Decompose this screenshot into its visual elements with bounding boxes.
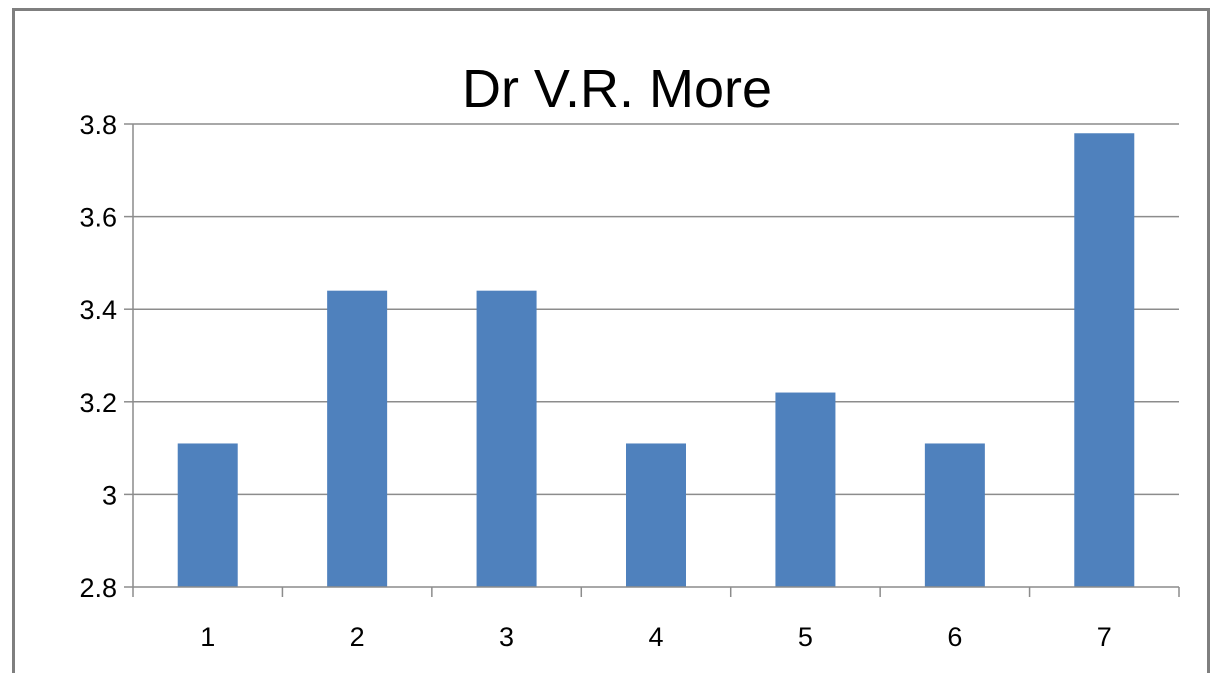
- axes: [124, 123, 1180, 597]
- bar: [177, 443, 238, 587]
- chart-title: Dr V.R. More: [462, 59, 772, 119]
- bar: [1074, 133, 1135, 587]
- y-tick-label: 3.8: [79, 110, 117, 140]
- gridlines: [133, 123, 1179, 496]
- bars: [177, 133, 1135, 587]
- x-tick-label: 2: [350, 622, 365, 652]
- bar: [626, 443, 686, 587]
- x-tick-label: 6: [947, 622, 962, 652]
- bar: [476, 290, 537, 587]
- x-tick-label: 3: [499, 622, 514, 652]
- x-tick-label: 1: [200, 622, 215, 652]
- y-tick-label: 2.8: [79, 573, 117, 603]
- x-tick-label: 4: [648, 622, 663, 652]
- y-tick-label: 3.2: [79, 388, 117, 418]
- y-tick-label: 3.4: [79, 295, 117, 325]
- y-tick-label: 3.6: [79, 203, 117, 233]
- y-tick-label: 3: [102, 480, 117, 510]
- x-tick-label: 5: [798, 622, 813, 652]
- bar: [327, 290, 388, 587]
- bar: [775, 392, 836, 587]
- tick-labels: 2.8 3 3.2 3.4 3.6 3.8 1 2 3 4 5 6 7: [79, 110, 1111, 652]
- x-tick-label: 7: [1097, 622, 1112, 652]
- bar: [924, 443, 985, 587]
